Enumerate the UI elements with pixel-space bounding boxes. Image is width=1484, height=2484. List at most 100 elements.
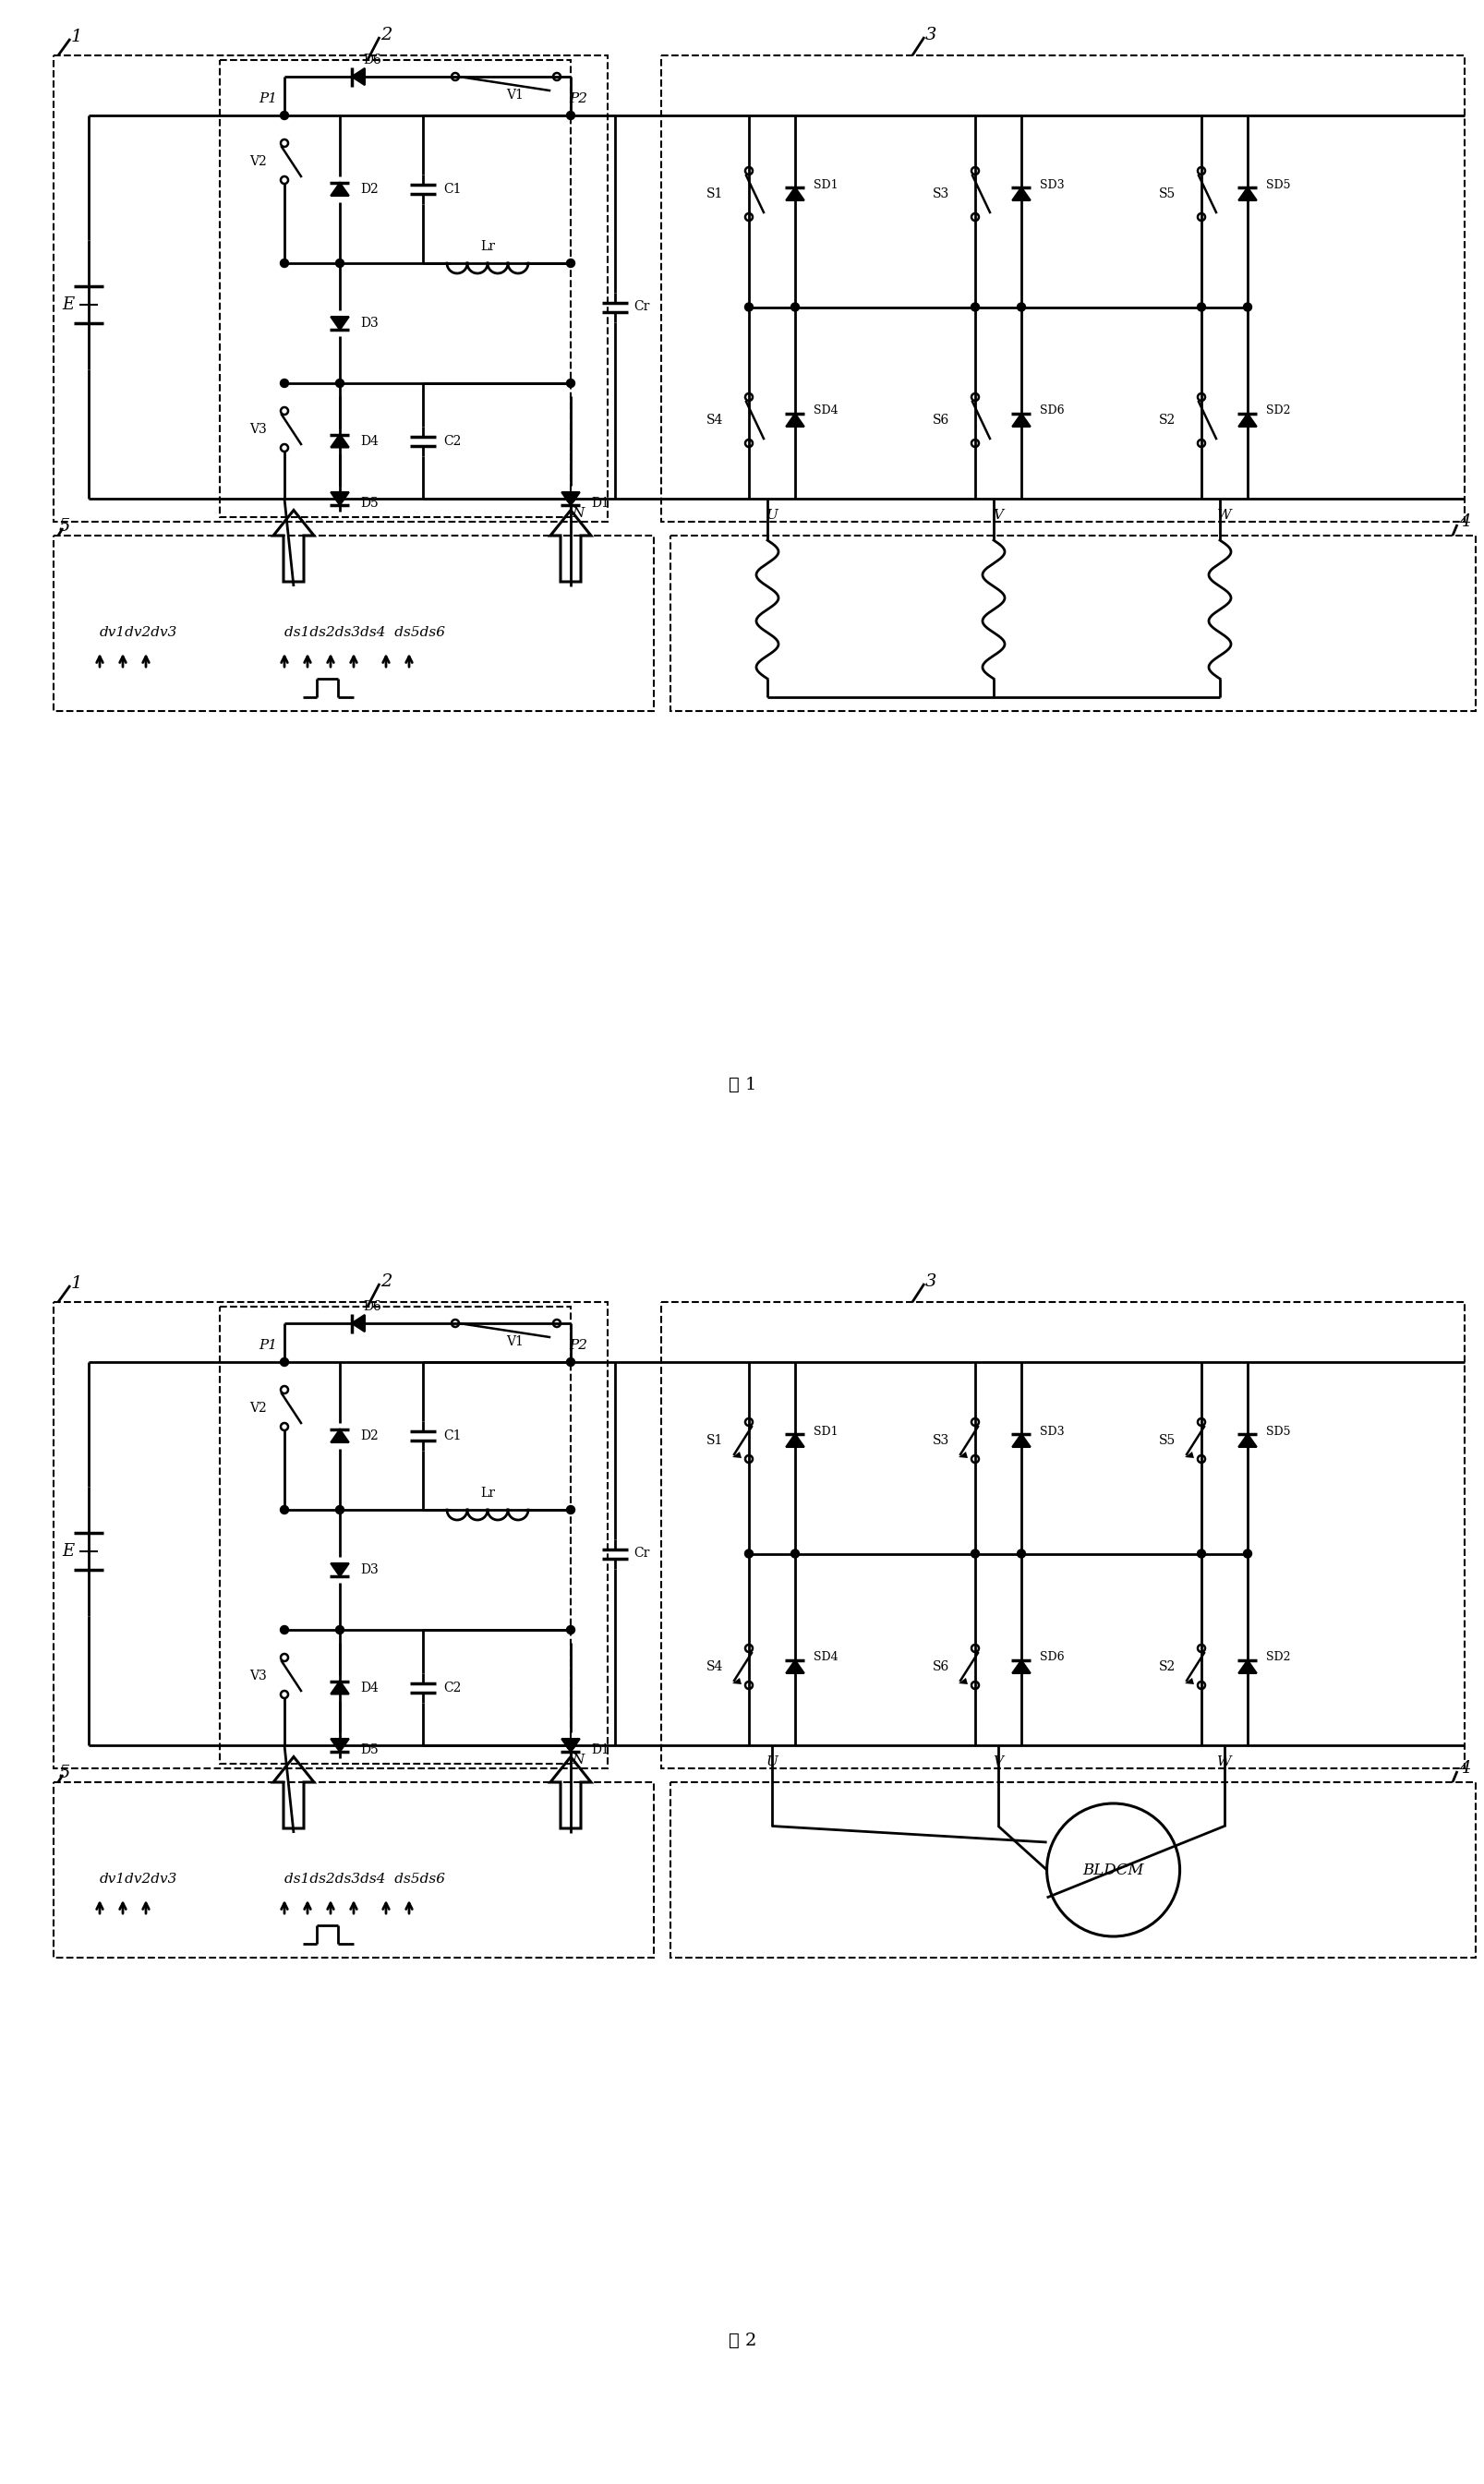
Bar — [220, 60, 570, 517]
Text: Cr: Cr — [634, 1548, 649, 1560]
Bar — [220, 1307, 570, 1764]
Text: C2: C2 — [444, 435, 462, 447]
Circle shape — [791, 1550, 798, 1557]
Text: SD5: SD5 — [1266, 179, 1290, 191]
Text: SD3: SD3 — [1039, 1426, 1064, 1438]
Circle shape — [335, 380, 344, 388]
Text: V1: V1 — [506, 1336, 524, 1349]
Text: 1: 1 — [71, 1274, 82, 1292]
Bar — [53, 1302, 607, 1769]
Text: E: E — [62, 296, 74, 313]
Polygon shape — [331, 184, 349, 196]
Text: E: E — [62, 1543, 74, 1560]
Text: 2: 2 — [380, 1274, 392, 1289]
Polygon shape — [959, 1451, 968, 1458]
Text: C2: C2 — [444, 1682, 462, 1694]
Text: 图 2: 图 2 — [729, 2332, 755, 2350]
Text: SD2: SD2 — [1266, 1652, 1290, 1664]
Text: D2: D2 — [361, 184, 378, 196]
Circle shape — [971, 1550, 979, 1557]
Circle shape — [567, 380, 574, 388]
Text: BLDCM: BLDCM — [1082, 1863, 1143, 1878]
Circle shape — [1196, 303, 1205, 310]
Text: S6: S6 — [932, 415, 948, 427]
Polygon shape — [1238, 186, 1255, 201]
Text: SD6: SD6 — [1039, 405, 1064, 417]
Circle shape — [745, 1550, 752, 1557]
Text: SD4: SD4 — [813, 405, 837, 417]
Text: D3: D3 — [361, 318, 378, 330]
Text: D1: D1 — [591, 1744, 608, 1756]
Text: SD6: SD6 — [1039, 1652, 1064, 1664]
Text: S2: S2 — [1158, 415, 1175, 427]
Circle shape — [280, 112, 288, 119]
Text: S5: S5 — [1158, 186, 1175, 201]
Polygon shape — [785, 186, 804, 201]
Polygon shape — [352, 67, 365, 84]
Polygon shape — [1184, 1451, 1193, 1458]
Polygon shape — [959, 1677, 968, 1684]
Polygon shape — [1238, 1659, 1255, 1674]
Text: 4: 4 — [1457, 514, 1469, 529]
Text: S5: S5 — [1158, 1433, 1175, 1448]
Bar — [660, 1302, 1463, 1769]
Text: dv1dv2dv3: dv1dv2dv3 — [99, 626, 178, 638]
Circle shape — [567, 112, 574, 119]
Text: U: U — [766, 1756, 778, 1769]
Polygon shape — [785, 1433, 804, 1448]
Text: SD1: SD1 — [813, 179, 837, 191]
Polygon shape — [331, 1739, 349, 1751]
Polygon shape — [331, 435, 349, 447]
Polygon shape — [1012, 415, 1030, 427]
Text: P1: P1 — [258, 1339, 278, 1351]
Polygon shape — [352, 1314, 365, 1331]
Circle shape — [280, 380, 288, 388]
Text: N: N — [571, 507, 583, 519]
Text: SD2: SD2 — [1266, 405, 1290, 417]
Text: S4: S4 — [706, 415, 723, 427]
Polygon shape — [732, 1677, 741, 1684]
Polygon shape — [732, 1451, 741, 1458]
Text: V2: V2 — [249, 1401, 267, 1416]
Bar — [53, 537, 653, 710]
Text: P2: P2 — [568, 1339, 588, 1351]
Text: N: N — [571, 1754, 583, 1766]
Circle shape — [280, 1359, 288, 1366]
Circle shape — [1017, 303, 1025, 310]
Text: D1: D1 — [591, 497, 608, 509]
Text: S1: S1 — [706, 1433, 723, 1448]
Text: V1: V1 — [506, 89, 524, 102]
Polygon shape — [785, 1659, 804, 1674]
Text: S4: S4 — [706, 1659, 723, 1674]
Text: 4: 4 — [1457, 1761, 1469, 1776]
Polygon shape — [1184, 1677, 1193, 1684]
Text: Lr: Lr — [479, 241, 494, 253]
Bar — [53, 55, 607, 522]
Bar — [660, 55, 1463, 522]
Bar — [669, 537, 1475, 710]
Bar — [53, 1781, 653, 1957]
Polygon shape — [1012, 186, 1030, 201]
Circle shape — [567, 1625, 574, 1634]
Text: D4: D4 — [361, 435, 378, 447]
Circle shape — [335, 1505, 344, 1513]
Text: S2: S2 — [1158, 1659, 1175, 1674]
Text: S6: S6 — [932, 1659, 948, 1674]
Circle shape — [567, 1505, 574, 1513]
Circle shape — [971, 303, 979, 310]
Text: U: U — [766, 509, 778, 522]
Polygon shape — [1238, 415, 1255, 427]
Polygon shape — [331, 318, 349, 330]
Text: D3: D3 — [361, 1562, 378, 1577]
Text: Cr: Cr — [634, 301, 649, 313]
Text: 2: 2 — [380, 27, 392, 42]
Text: P2: P2 — [568, 92, 588, 104]
Text: V2: V2 — [249, 154, 267, 169]
Text: 3: 3 — [925, 27, 936, 42]
Text: SD3: SD3 — [1039, 179, 1064, 191]
Polygon shape — [1012, 1659, 1030, 1674]
Text: D2: D2 — [361, 1428, 378, 1443]
Polygon shape — [331, 1562, 349, 1577]
Polygon shape — [1238, 1433, 1255, 1448]
Text: D5: D5 — [361, 497, 378, 509]
